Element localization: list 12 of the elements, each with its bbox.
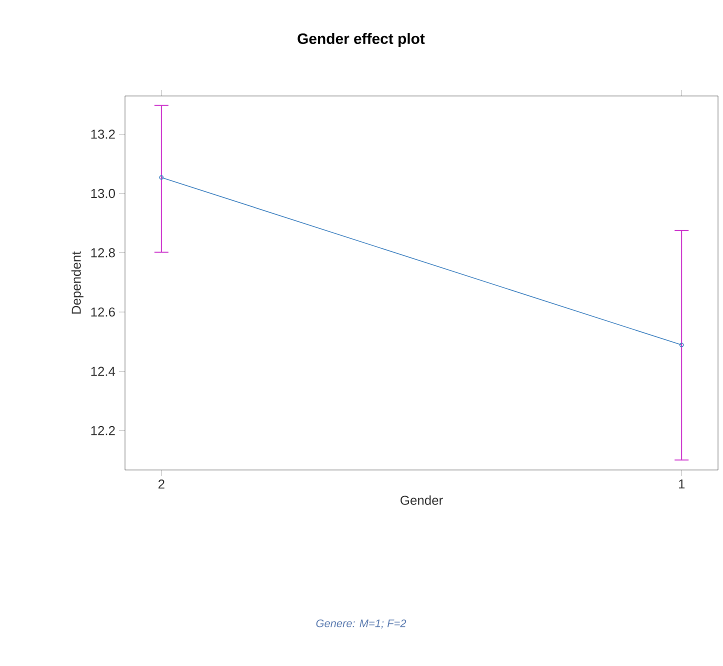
y-tick-label: 13.0 — [91, 188, 115, 198]
x-tick-label: 1 — [678, 480, 685, 488]
y-axis-title: Dependent — [71, 251, 84, 314]
x-tick-label: 2 — [158, 480, 164, 489]
x-axis-title: Gender — [400, 495, 443, 505]
text: Genere: M=1; F=2 — [316, 619, 406, 629]
y-tick-label: 12.8 — [91, 248, 115, 258]
y-tick-label: 12.4 — [91, 366, 116, 376]
y-tick-label: 13.2 — [91, 130, 115, 139]
chart-title: Gender effect plot — [298, 33, 425, 47]
y-tick-label: 12.6 — [91, 307, 115, 317]
y-tick-label: 12.2 — [91, 426, 115, 436]
